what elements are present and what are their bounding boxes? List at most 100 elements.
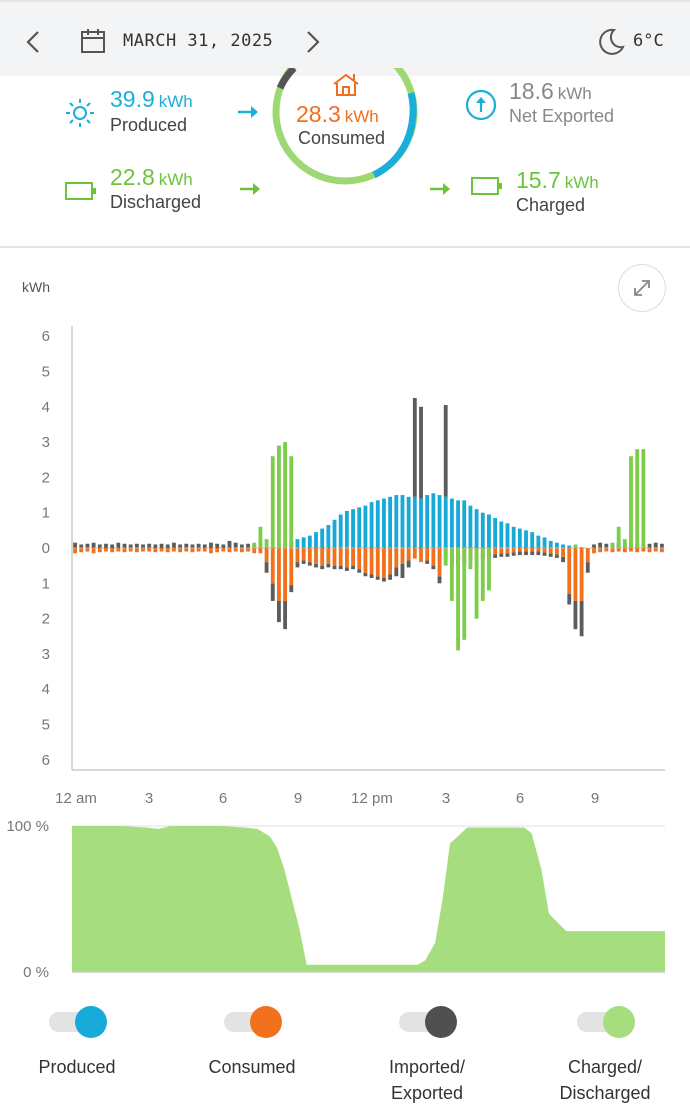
energy-summary [0,76,690,248]
chart-bar [202,544,207,548]
chart-bar [493,554,498,558]
chart-bar [97,548,102,553]
chart-bar [104,548,108,552]
chart-bar [449,548,454,557]
chart-bar [289,585,294,593]
chart-bar [660,548,664,553]
chart-bar [258,542,263,548]
chart-bar [73,542,77,548]
moon-icon [596,27,626,57]
y-tick-label: 6 [42,752,50,769]
chart-bar [610,544,615,548]
x-tick-label: 6 [516,790,524,807]
chart-bar [270,546,275,548]
chart-bar [227,540,232,548]
chart-bar [153,548,158,553]
legend-toggle-produced[interactable] [47,1005,109,1039]
chart-bar [388,496,393,548]
chart-bar [295,562,300,568]
date-label[interactable]: MARCH 31, 2025 [123,31,274,51]
chart-bar [289,540,294,548]
chart-bar [202,548,207,552]
chart-bar [579,547,584,549]
chart-bar [264,539,269,548]
chart-bar [412,548,417,559]
chart-bar [295,539,300,548]
chart-bar [493,518,498,548]
chart-bar [536,551,541,556]
chart-bar [468,548,473,570]
chart-bar [394,548,399,568]
chart-bar [196,543,201,548]
chart-bar [462,558,467,564]
chart-bar [585,562,590,573]
legend-toggle-consumed[interactable] [222,1005,284,1039]
charge-arrow-icon [428,181,454,197]
chart-bar [548,553,553,557]
chart-bar [351,565,355,570]
chart-bar [153,544,158,548]
chart-bar [351,548,355,566]
chart-bar [338,514,343,548]
chart-bar [604,543,609,548]
chart-bar [425,560,430,564]
chart-bar [233,548,238,552]
chart-bar [301,537,306,548]
chart-bar [517,548,522,552]
chart-bar [165,544,170,548]
chart-bar [616,548,621,552]
expand-button[interactable] [618,264,666,312]
chart-bar [554,542,559,548]
chart-bar [487,514,491,548]
chart-bar [505,553,510,557]
chart-bar [209,542,213,548]
produced-label: Produced [110,115,188,135]
chart-bar [616,526,621,548]
chart-bar [622,548,627,553]
calendar-icon[interactable] [80,28,106,54]
next-day-button[interactable] [302,24,324,60]
legend-toggle-imported-exported[interactable] [397,1005,459,1039]
legend-toggle-charged-discharged[interactable] [575,1005,637,1039]
chart-bar [456,500,460,548]
legend-label: Consumed [208,1057,296,1077]
previous-day-button[interactable] [22,24,44,60]
chart-bar [592,544,596,548]
chart-bar [487,555,491,559]
chart-bar [567,545,572,548]
chart-bar [134,548,139,553]
chart-bar [456,558,460,566]
chart-bar [369,574,374,579]
chart-bar [122,548,127,553]
chart-bar [462,500,467,548]
chart-bar [505,523,510,548]
chart-bar [493,548,498,555]
x-tick-label: 12 pm [351,790,393,807]
chart-bar [252,542,257,548]
battery-icon [64,180,98,202]
chart-bar [363,505,368,548]
chart-bar [277,445,281,548]
chart-bar [190,548,195,553]
chart-bar [604,548,609,552]
chart-bar [653,542,658,548]
chart-bar [307,562,312,566]
chart-bar [480,555,485,559]
chart-bar [406,548,411,561]
chart-bar [326,563,331,568]
chart-bar [530,532,535,548]
discharged-label: Discharged [110,192,202,212]
chart-bar [400,495,405,548]
chart-bar [530,548,535,552]
chart-bar [524,530,528,548]
chevron-left-icon [26,31,39,53]
chart-bar [91,548,96,554]
chart-bar [375,576,380,580]
chart-bar [338,565,343,570]
house-icon [330,72,362,98]
x-tick-label: 6 [219,790,227,807]
charged-label: Charged [516,195,586,215]
chart-bar [320,528,325,548]
chart-bar [246,543,250,548]
chart-bar [258,526,263,548]
